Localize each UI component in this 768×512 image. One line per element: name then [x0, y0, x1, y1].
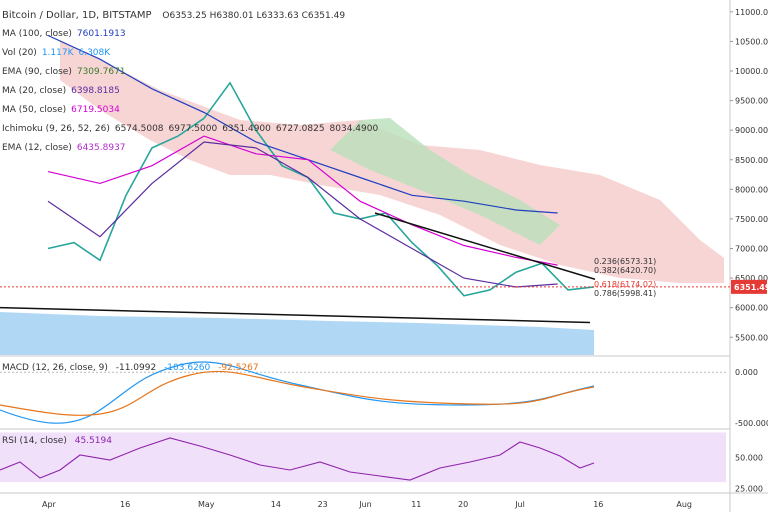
- ohlc-low: L6333.63: [256, 11, 299, 21]
- symbol-row[interactable]: Bitcoin / Dollar, 1D, BITSTAMP O6353.25 …: [2, 6, 378, 25]
- rsi-line: [0, 437, 595, 481]
- indicator-value: 6977.5000: [168, 124, 218, 134]
- price-tick-label: 8500.00: [735, 156, 768, 165]
- indicator-label: MA (20, close): [2, 86, 67, 96]
- indicator-row[interactable]: EMA (12, close) 6435.8937: [2, 139, 378, 158]
- indicator-label: MA (50, close): [2, 105, 67, 115]
- ohlc-open: O6353.25: [162, 11, 207, 21]
- indicator-value: 8034.4900: [329, 124, 379, 134]
- macd-value-1: -11.0992: [115, 363, 157, 373]
- time-tick-label: May: [198, 500, 215, 509]
- trendline-support: [0, 306, 591, 324]
- time-tick-label: 23: [318, 500, 328, 509]
- indicator-value: 6719.5034: [71, 105, 120, 115]
- price-tick-label: 10500.00: [735, 37, 768, 46]
- time-tick-label: 14: [271, 500, 281, 509]
- rsi-tick-label: 25.000: [735, 484, 763, 493]
- price-tick-label: 11000.00: [735, 8, 768, 17]
- indicator-row[interactable]: Vol (20) 1.117K 6.308K: [2, 44, 378, 63]
- macd-label: MACD (12, 26, close, 9): [2, 363, 108, 373]
- macd-legend[interactable]: MACD (12, 26, close, 9) -11.0992 -103.62…: [2, 363, 259, 373]
- volume-area: [0, 312, 594, 355]
- indicator-label: Ichimoku (9, 26, 52, 26): [2, 124, 110, 134]
- indicator-label: MA (100, close): [2, 29, 72, 39]
- time-tick-label: 16: [120, 500, 130, 509]
- macd-tick-label: -500.000: [735, 419, 768, 428]
- fib-level-label: 0.786(5998.41): [594, 289, 656, 298]
- last-price-label: 6351.49: [734, 283, 768, 292]
- price-tick-label: 9500.00: [735, 97, 768, 106]
- price-tick-label: 7500.00: [735, 215, 768, 224]
- last-price-badge: [731, 279, 767, 294]
- price-tick-label: 6500.00: [735, 274, 768, 283]
- indicator-label: Vol (20): [2, 48, 37, 58]
- time-tick-label: Apr: [42, 500, 57, 509]
- indicator-value: 7601.1913: [76, 29, 126, 39]
- indicator-row[interactable]: MA (50, close) 6719.5034: [2, 101, 378, 120]
- price-tick-label: 7000.00: [735, 245, 768, 254]
- ichimoku-cloud-bull: [330, 118, 560, 245]
- indicator-row[interactable]: EMA (90, close) 7309.7671: [2, 63, 378, 82]
- indicator-row[interactable]: MA (20, close) 6398.8185: [2, 82, 378, 101]
- series-line: [47, 135, 558, 266]
- indicator-value: 6.308K: [78, 48, 111, 58]
- time-tick-label: Jun: [358, 500, 372, 509]
- indicator-value: 6351.4900: [222, 124, 271, 134]
- time-tick-label: 11: [411, 500, 421, 509]
- indicator-value: 6574.5008: [114, 124, 164, 134]
- price-tick-label: 10000.00: [735, 67, 768, 76]
- indicator-value: 7309.7671: [76, 67, 126, 77]
- rsi-label: RSI (14, close): [2, 436, 67, 446]
- indicator-row[interactable]: MA (100, close) 7601.1913: [2, 25, 378, 44]
- rsi-legend[interactable]: RSI (14, close) 45.5194: [2, 436, 112, 446]
- symbol-title: Bitcoin / Dollar, 1D, BITSTAMP: [2, 10, 152, 21]
- time-tick-label: 20: [458, 500, 468, 509]
- macd-value-3: -92.5267: [218, 363, 259, 373]
- indicator-row[interactable]: Ichimoku (9, 26, 52, 26) 6574.5008 6977.50…: [2, 120, 378, 139]
- price-tick-label: 6000.00: [735, 304, 768, 313]
- price-tick-label: 5500.00: [735, 333, 768, 342]
- ohlc-high: H6380.01: [209, 11, 254, 21]
- time-tick-label: 16: [593, 500, 603, 509]
- indicator-legend: Bitcoin / Dollar, 1D, BITSTAMP O6353.25 …: [2, 6, 378, 158]
- time-tick-label: Aug: [676, 500, 692, 509]
- price-tick-label: 9000.00: [735, 126, 768, 135]
- price-tick-label: 8000.00: [735, 185, 768, 194]
- rsi-tick-label: 50.000: [735, 453, 763, 462]
- rsi-value: 45.5194: [74, 436, 112, 446]
- macd-signal-line: [0, 370, 595, 416]
- indicator-value: 6435.8937: [76, 143, 126, 153]
- macd-tick-label: 0.000: [735, 368, 758, 377]
- ohlc-close: C6351.49: [301, 11, 346, 21]
- fib-level-label: 0.382(6420.70): [594, 266, 656, 275]
- indicator-value: 6727.0825: [275, 124, 325, 134]
- series-line: [47, 141, 558, 288]
- indicator-label: EMA (90, close): [2, 67, 72, 77]
- time-tick-label: Jul: [514, 500, 525, 509]
- indicator-value: 6398.8185: [71, 86, 120, 96]
- fib-level-label: 0.618(6174.02): [594, 280, 656, 289]
- indicator-value: 1.117K: [41, 48, 74, 58]
- indicator-label: EMA (12, close): [2, 143, 72, 153]
- fib-level-label: 0.236(6573.31): [594, 257, 656, 266]
- macd-value-2: -103.6260: [164, 363, 211, 373]
- series-line: [47, 81, 595, 297]
- trendline-resistance: [374, 212, 596, 280]
